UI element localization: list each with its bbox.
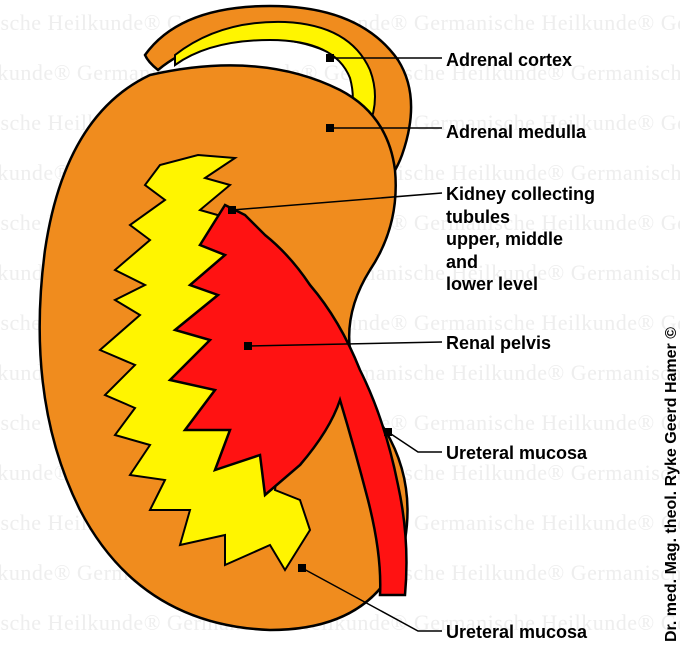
leader-marker <box>298 564 306 572</box>
label-kidney-tubules: Kidney collecting tubules upper, middle … <box>446 183 595 296</box>
copyright-text: Dr. med. Mag. theol. Ryke Geerd Hamer © <box>663 327 680 642</box>
label-ureteral-mucosa-2: Ureteral mucosa <box>446 621 587 644</box>
label-adrenal-medulla: Adrenal medulla <box>446 121 586 144</box>
leader-marker <box>326 124 334 132</box>
label-adrenal-cortex: Adrenal cortex <box>446 49 572 72</box>
leader-marker <box>244 342 252 350</box>
leader-marker <box>228 206 236 214</box>
kidney-diagram <box>0 0 680 653</box>
label-ureteral-mucosa-1: Ureteral mucosa <box>446 442 587 465</box>
leader-marker <box>384 428 392 436</box>
leader-marker <box>326 54 334 62</box>
label-renal-pelvis: Renal pelvis <box>446 332 551 355</box>
